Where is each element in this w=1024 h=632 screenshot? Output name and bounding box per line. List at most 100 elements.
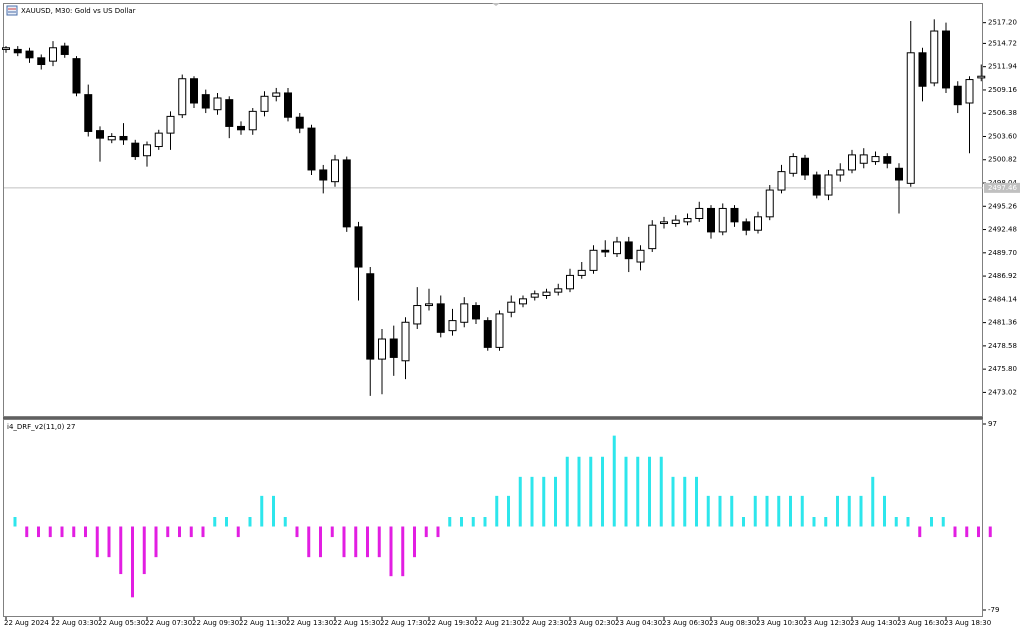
candle-body — [542, 291, 551, 296]
histogram-bar — [330, 526, 334, 538]
candle-body — [460, 303, 469, 323]
candle-body — [624, 241, 633, 260]
histogram-bar — [977, 526, 980, 538]
candle-body — [96, 130, 104, 139]
candle-body — [519, 298, 527, 305]
histogram-bar — [272, 495, 275, 527]
y-tick-label: 2511.94 — [988, 63, 1017, 71]
candle-body — [789, 156, 798, 174]
histogram-bar — [706, 495, 710, 527]
histogram-bar — [930, 517, 933, 527]
histogram-bar — [460, 517, 463, 527]
histogram-bar — [894, 517, 898, 527]
candle-body — [507, 301, 516, 313]
histogram-bar — [342, 526, 346, 558]
symbol-icon — [6, 5, 18, 16]
x-tick-label: 22 Aug 21:30 — [474, 619, 521, 627]
histogram-bar — [812, 517, 816, 527]
sub-panel-frame — [3, 419, 983, 617]
candle-body — [472, 305, 480, 320]
histogram-bar — [601, 456, 604, 527]
histogram-bar — [448, 517, 452, 527]
scroll-marker — [492, 3, 500, 6]
candle-body — [295, 116, 304, 129]
candle-body — [448, 320, 457, 332]
x-tick-label: 22 Aug 17:30 — [380, 619, 427, 627]
histogram-bar — [906, 517, 910, 527]
y-tick-label: 2484.14 — [988, 295, 1017, 303]
histogram-bar — [765, 495, 769, 527]
candle-body — [248, 110, 257, 131]
candle-body — [425, 303, 433, 307]
histogram-bar — [413, 526, 416, 558]
histogram-bar — [189, 526, 193, 538]
histogram-bar — [824, 517, 828, 527]
histogram-bar — [119, 526, 123, 575]
histogram-bar — [178, 526, 181, 538]
candle-body — [977, 75, 986, 79]
histogram-bar — [131, 526, 134, 598]
x-tick-label: 22 Aug 15:30 — [333, 619, 380, 627]
candle-body — [601, 249, 610, 253]
y-tick-label: 2506.38 — [988, 109, 1017, 117]
histogram-bar — [236, 526, 240, 538]
candle-body — [754, 216, 762, 231]
x-tick-label: 23 Aug 08:30 — [709, 619, 756, 627]
candle-body — [201, 94, 210, 109]
histogram-bar — [25, 526, 29, 538]
candle-body — [930, 30, 939, 84]
candle-body — [378, 338, 386, 360]
candle-body — [260, 95, 269, 112]
histogram-bar — [507, 495, 510, 527]
candle-body — [483, 320, 492, 348]
chart-title: XAUUSD, M30: Gold vs US Dollar — [21, 7, 136, 15]
y-tick-label: 2503.60 — [988, 132, 1017, 140]
histogram-bar — [471, 517, 475, 527]
candle-body — [166, 115, 175, 134]
y-tick-label: 2486.92 — [988, 272, 1017, 280]
histogram-bar — [883, 495, 886, 527]
candle-body — [354, 226, 363, 268]
candle-body — [178, 78, 187, 116]
candle-body — [918, 52, 927, 87]
histogram-bar — [847, 495, 851, 527]
histogram-bar — [871, 476, 875, 527]
histogram-bar — [777, 495, 781, 527]
candle-body — [84, 94, 93, 132]
last-price-box — [984, 182, 1020, 193]
histogram-bar — [671, 476, 675, 527]
histogram-bar — [800, 495, 804, 527]
histogram-bar — [142, 526, 146, 575]
histogram-bar — [201, 526, 205, 538]
candle-body — [342, 159, 351, 228]
histogram-bar — [37, 526, 40, 538]
candle-body — [307, 127, 316, 171]
histogram-bar — [248, 517, 252, 527]
candle-body — [190, 78, 198, 104]
histogram-bar — [589, 456, 593, 527]
x-tick-label: 23 Aug 16:30 — [897, 619, 944, 627]
y-tick-label: 2500.82 — [988, 156, 1017, 164]
x-tick-label: 23 Aug 06:30 — [662, 619, 709, 627]
candle-body — [718, 207, 727, 233]
histogram-bar — [612, 435, 616, 527]
candle-body — [836, 169, 845, 176]
candle-body — [801, 157, 809, 176]
candle-body — [72, 58, 81, 94]
histogram-bar — [283, 517, 287, 527]
histogram-bar — [577, 456, 581, 527]
candle-body — [660, 221, 668, 225]
x-tick-label: 23 Aug 18:30 — [944, 619, 991, 627]
y-tick-label: 2473.02 — [988, 388, 1017, 396]
histogram-bar — [377, 526, 381, 558]
histogram-bar — [260, 495, 264, 527]
candle-body — [13, 48, 22, 54]
y-tick-label: 2509.16 — [988, 86, 1017, 94]
candle-body — [143, 144, 151, 157]
candle-body — [413, 305, 422, 325]
candle-body — [401, 321, 410, 362]
y-tick-label: 2492.48 — [988, 226, 1017, 234]
x-tick-label: 23 Aug 02:30 — [568, 619, 615, 627]
histogram-bar — [718, 495, 722, 527]
